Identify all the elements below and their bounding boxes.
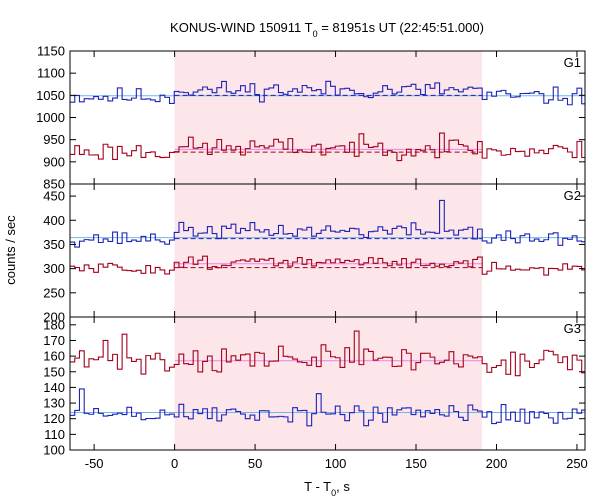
y-tick-label-g2: 250 bbox=[43, 285, 65, 300]
series-g3-red bbox=[70, 330, 585, 377]
x-tick-label: 100 bbox=[325, 456, 347, 471]
y-tick-label-g1: 1150 bbox=[37, 44, 65, 59]
y-tick-label-g2: 200 bbox=[43, 310, 65, 325]
y-tick-label-g3: 110 bbox=[44, 427, 65, 442]
x-tick-label: 0 bbox=[171, 456, 178, 471]
y-tick-label-g3: 130 bbox=[43, 396, 65, 411]
y-tick-label-g3: 150 bbox=[43, 364, 65, 379]
y-tick-label-g1: 950 bbox=[43, 132, 65, 147]
x-tick-label: -50 bbox=[85, 456, 104, 471]
y-tick-label-g3: 160 bbox=[43, 349, 65, 364]
y-axis-label: counts / sec bbox=[3, 215, 18, 285]
y-tick-label-g3: 100 bbox=[43, 443, 65, 458]
panel-label-g2: G2 bbox=[564, 188, 581, 203]
x-tick-label: 250 bbox=[566, 456, 588, 471]
y-tick-label-g3: 180 bbox=[43, 317, 65, 332]
shaded-interval bbox=[174, 51, 482, 450]
y-tick-label-g1: 1100 bbox=[37, 66, 65, 81]
series-g1-red bbox=[70, 132, 585, 162]
y-tick-label-g3: 170 bbox=[43, 333, 65, 348]
series-g2-red bbox=[70, 255, 585, 276]
panel-label-g1: G1 bbox=[564, 55, 581, 70]
y-tick-label-g2: 350 bbox=[43, 237, 65, 252]
series-g3-blue bbox=[70, 388, 585, 427]
x-axis-label: T - T0, s bbox=[304, 479, 350, 498]
y-tick-label-g2: 300 bbox=[43, 261, 65, 276]
y-tick-label-g1: 850 bbox=[43, 177, 65, 192]
shaded-interval-layer bbox=[174, 51, 482, 450]
y-tick-label-g1: 900 bbox=[43, 154, 65, 169]
panel-label-g3: G3 bbox=[564, 321, 581, 336]
y-tick-label-g2: 450 bbox=[43, 189, 65, 204]
y-tick-label-g3: 140 bbox=[43, 380, 65, 395]
x-tick-label: 50 bbox=[248, 456, 262, 471]
x-tick-label: 200 bbox=[486, 456, 508, 471]
series-layer bbox=[70, 80, 585, 427]
y-tick-label-g1: 1000 bbox=[36, 110, 65, 125]
panel-frame-g3 bbox=[69, 316, 586, 451]
chart-title: KONUS-WIND 150911 T0 = 81951s UT (22:45:… bbox=[170, 20, 484, 39]
series-g2-blue bbox=[70, 199, 585, 248]
y-tick-label-g3: 120 bbox=[43, 411, 65, 426]
y-tick-label-g1: 1050 bbox=[36, 88, 65, 103]
ticks-layer: 8509009501000105011001150200250300350400… bbox=[36, 44, 588, 472]
x-tick-label: 150 bbox=[405, 456, 427, 471]
series-g1-blue bbox=[70, 80, 585, 106]
y-tick-label-g2: 400 bbox=[43, 213, 65, 228]
